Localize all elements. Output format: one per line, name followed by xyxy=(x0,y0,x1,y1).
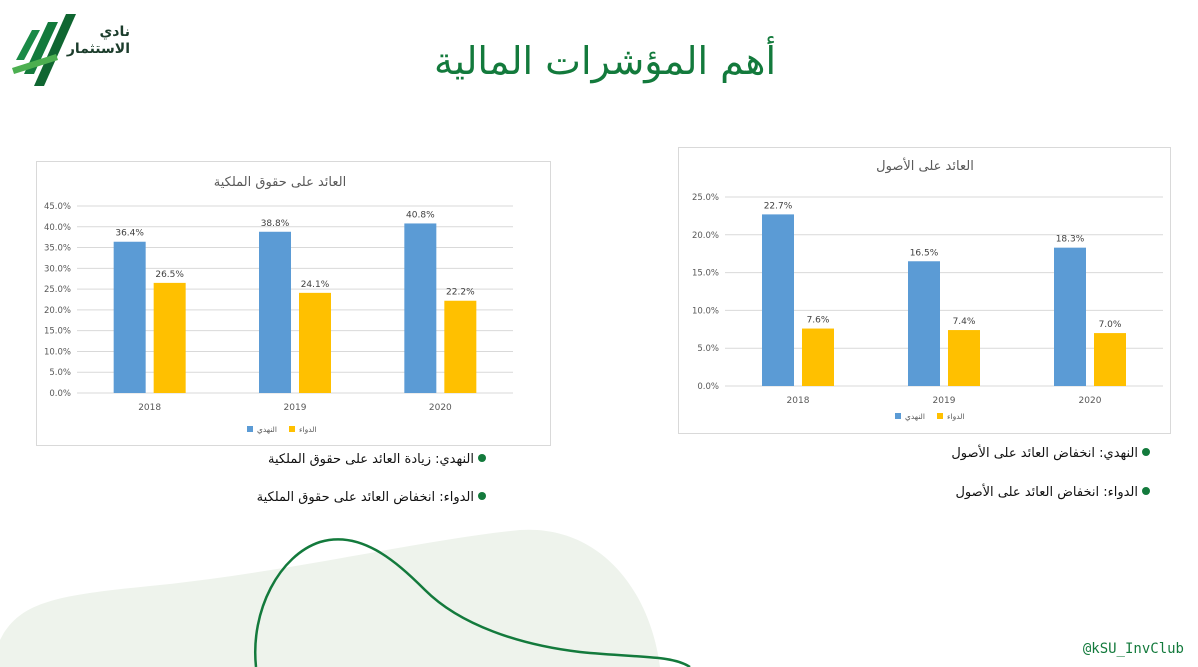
roe-chart-ytick-label: 30.0% xyxy=(44,264,71,274)
roe-chart-data-label: 24.1% xyxy=(301,280,330,290)
roe-chart-ytick-label: 15.0% xyxy=(44,327,71,337)
roa-chart-data-label: 7.6% xyxy=(807,316,830,326)
roe-chart-data-label: 40.8% xyxy=(406,210,435,220)
roa-chart-xtick-label: 2019 xyxy=(933,396,956,406)
roe-chart-xtick-label: 2019 xyxy=(284,403,307,413)
roe-chart-ytick-label: 35.0% xyxy=(44,244,71,254)
roa-chart-bar xyxy=(762,214,794,386)
roe-note-nahdi: النهدي: زيادة العائد على حقوق الملكية xyxy=(268,452,486,467)
roa-chart-legend-swatch xyxy=(895,413,901,419)
roe-chart-xtick-label: 2020 xyxy=(429,403,452,413)
bullet-dot xyxy=(1142,487,1150,495)
roe-chart-bar xyxy=(444,300,477,393)
roe-chart-data-label: 26.5% xyxy=(155,270,184,280)
club-logo xyxy=(12,14,76,86)
roe-chart-bar xyxy=(404,223,437,393)
roe-chart-ytick-label: 5.0% xyxy=(49,368,71,378)
roa-chart-data-label: 18.3% xyxy=(1056,235,1085,245)
roa-note-nahdi-text: النهدي: انخفاض العائد على الأصول xyxy=(951,446,1138,461)
roe-chart-bar xyxy=(113,241,146,393)
bullet-dot xyxy=(1142,448,1150,456)
page-title: أهم المؤشرات المالية xyxy=(433,39,777,83)
roa-chart-data-label: 7.4% xyxy=(953,317,976,327)
roe-chart-svg: العائد على حقوق الملكية 0.0% 5.0% 10.0% 15.0… xyxy=(44,175,513,434)
roe-chart-ytick-label: 20.0% xyxy=(44,306,71,316)
club-logo-text: نادي الاستثمار xyxy=(60,24,130,58)
roa-chart: العائد على الأصول 0.0% 5.0% 10.0% 15.0% 20.0%… xyxy=(678,147,1171,434)
roa-chart-ytick-label: 15.0% xyxy=(692,269,719,279)
roa-chart-ytick-label: 25.0% xyxy=(692,193,719,203)
roe-note-dawaa-text: الدواء: انخفاض العائد على حقوق الملكية xyxy=(256,490,474,505)
roe-chart-ytick-label: 0.0% xyxy=(49,389,71,399)
roa-chart-bar xyxy=(802,328,834,386)
roe-chart-legend-swatch xyxy=(247,426,253,432)
roa-chart-data-label: 22.7% xyxy=(764,201,793,211)
roa-chart-svg: العائد على الأصول 0.0% 5.0% 10.0% 15.0% 20.0%… xyxy=(692,157,1163,421)
roe-note-dawaa: الدواء: انخفاض العائد على حقوق الملكية xyxy=(257,490,486,505)
roa-chart-data-label: 16.5% xyxy=(910,248,939,258)
roa-chart-ytick-label: 10.0% xyxy=(692,306,719,316)
roa-chart-data-label: 7.0% xyxy=(1099,320,1122,330)
roe-chart-data-label: 36.4% xyxy=(115,229,144,239)
bullet-dot xyxy=(478,492,486,500)
roe-chart-legend-label: الدواء xyxy=(299,425,317,434)
bullet-dot xyxy=(478,454,486,462)
roa-note-dawaa-text: الدواء: انخفاض العائد على الأصول xyxy=(955,485,1138,500)
roa-chart-legend-label: الدواء xyxy=(947,412,965,421)
roe-chart-data-label: 38.8% xyxy=(261,219,290,229)
roa-notes: النهدي: انخفاض العائد على الأصول الدواء:… xyxy=(800,446,1150,506)
roe-chart-legend-swatch xyxy=(289,426,295,432)
roa-chart-bar xyxy=(948,330,980,386)
roe-chart-legend-label: النهدي xyxy=(257,425,277,434)
roe-notes: النهدي: زيادة العائد على حقوق الملكية ال… xyxy=(150,452,486,512)
roe-chart-title: العائد على حقوق الملكية xyxy=(214,175,346,190)
roa-note-dawaa: الدواء: انخفاض العائد على الأصول xyxy=(955,485,1150,500)
roa-chart-ytick-label: 0.0% xyxy=(697,382,719,392)
roa-chart-legend-label: النهدي xyxy=(905,412,925,421)
roa-chart-ytick-label: 5.0% xyxy=(697,344,719,354)
roe-chart-ytick-label: 25.0% xyxy=(44,285,71,295)
roe-chart-ytick-label: 45.0% xyxy=(44,202,71,212)
roa-chart-bar xyxy=(1054,247,1086,386)
roe-chart-bar xyxy=(153,282,186,393)
roe-chart-ytick-label: 40.0% xyxy=(44,223,71,233)
roe-chart: العائد على حقوق الملكية 0.0% 5.0% 10.0% 15.0… xyxy=(36,161,551,446)
social-handle[interactable]: @kSU_InvClub xyxy=(1082,641,1184,657)
roe-note-nahdi-text: النهدي: زيادة العائد على حقوق الملكية xyxy=(267,452,474,467)
roa-chart-bar xyxy=(1094,333,1126,386)
roa-chart-legend-swatch xyxy=(937,413,943,419)
logo-line-1: نادي xyxy=(99,24,130,40)
roa-chart-xtick-label: 2018 xyxy=(787,396,810,406)
roe-chart-bar xyxy=(259,231,291,393)
roa-chart-title: العائد على الأصول xyxy=(876,157,974,174)
roa-chart-ytick-label: 20.0% xyxy=(692,231,719,241)
roa-chart-xtick-label: 2020 xyxy=(1079,396,1102,406)
roe-chart-data-label: 22.2% xyxy=(446,288,475,298)
roe-chart-xtick-label: 2018 xyxy=(138,403,161,413)
roe-chart-ytick-label: 10.0% xyxy=(44,347,71,357)
roa-chart-bar xyxy=(908,261,940,386)
roa-note-nahdi: النهدي: انخفاض العائد على الأصول xyxy=(951,446,1150,461)
roe-chart-bar xyxy=(299,292,331,393)
logo-line-2: الاستثمار xyxy=(66,41,130,57)
